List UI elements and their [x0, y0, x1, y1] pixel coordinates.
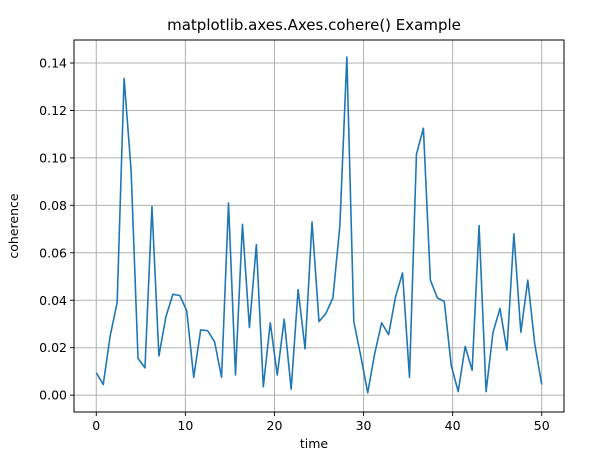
grid	[74, 40, 564, 412]
x-tick-label: 30	[356, 418, 372, 433]
y-tick-label: 0.06	[39, 245, 67, 260]
x-axis-label: time	[300, 436, 329, 451]
y-tick-label: 0.10	[39, 150, 67, 165]
y-tick-label: 0.08	[39, 198, 67, 213]
plot-frame	[73, 39, 565, 413]
y-tick-label: 0.00	[39, 388, 67, 403]
coherence-series-line	[95, 56, 543, 394]
y-tick-label: 0.14	[39, 56, 67, 71]
x-tick-label: 10	[177, 418, 193, 433]
x-tick-label: 20	[267, 418, 283, 433]
x-tick-label: 50	[534, 418, 550, 433]
series-layer	[95, 56, 543, 394]
y-axis-ticks: 0.00 0.02 0.04 0.06 0.08 0.10 0.12 0.14	[39, 56, 74, 403]
chart-title: matplotlib.axes.Axes.cohere() Example	[167, 16, 461, 34]
y-tick-label: 0.02	[39, 340, 67, 355]
y-tick-label: 0.12	[39, 103, 67, 118]
y-tick-label: 0.04	[39, 293, 67, 308]
x-tick-label: 40	[445, 418, 461, 433]
y-axis-label: coherence	[6, 193, 21, 258]
x-axis-ticks: 0 10 20 30 40 50	[92, 412, 550, 433]
x-tick-label: 0	[92, 418, 100, 433]
